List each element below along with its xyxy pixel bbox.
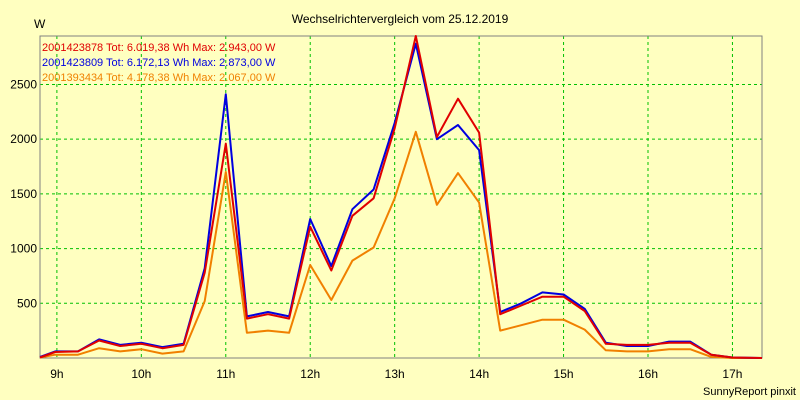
y-tick-label: 2500 [10,77,37,91]
x-tick-label: 9h [50,367,63,381]
legend-entry-2001423809: 2001423809 Tot: 6.172,13 Wh Max: 2.873,0… [42,57,276,69]
y-tick-label: 2000 [10,132,37,146]
plot-area [39,35,763,359]
chart-title: Wechselrichtervergleich vom 25.12.2019 [292,12,509,26]
grid [40,36,762,358]
legend-entry-2001393434: 2001393434 Tot: 4.178,38 Wh Max: 2.067,0… [42,72,276,84]
legend-entry-2001423878: 2001423878 Tot: 6.019,38 Wh Max: 2.943,0… [42,42,276,54]
series-line-2001423809 [39,42,763,359]
x-tick-label: 15h [554,367,574,381]
series-lines [39,35,763,359]
series-line-2001393434 [39,130,762,359]
series-line-2001423878 [39,35,763,359]
x-tick-label: 13h [385,367,405,381]
x-tick-label: 12h [300,367,320,381]
y-tick-label: 1500 [10,187,37,201]
legend: 2001423878 Tot: 6.019,38 Wh Max: 2.943,0… [42,42,276,84]
x-tick-label: 14h [469,367,489,381]
credit-text: SunnyReport pinxit [703,386,796,398]
y-axis-label: W [34,17,46,31]
x-tick-label: 17h [722,367,742,381]
x-tick-label: 10h [131,367,151,381]
y-tick-label: 1000 [10,242,37,256]
y-tick-label: 500 [17,296,37,310]
x-tick-label: 16h [638,367,658,381]
x-tick-label: 11h [216,367,235,381]
tick-labels: 500 1000 1500 2000 2500 9h 10h 11h 12h 13h 14h 15h 1… [10,77,742,381]
